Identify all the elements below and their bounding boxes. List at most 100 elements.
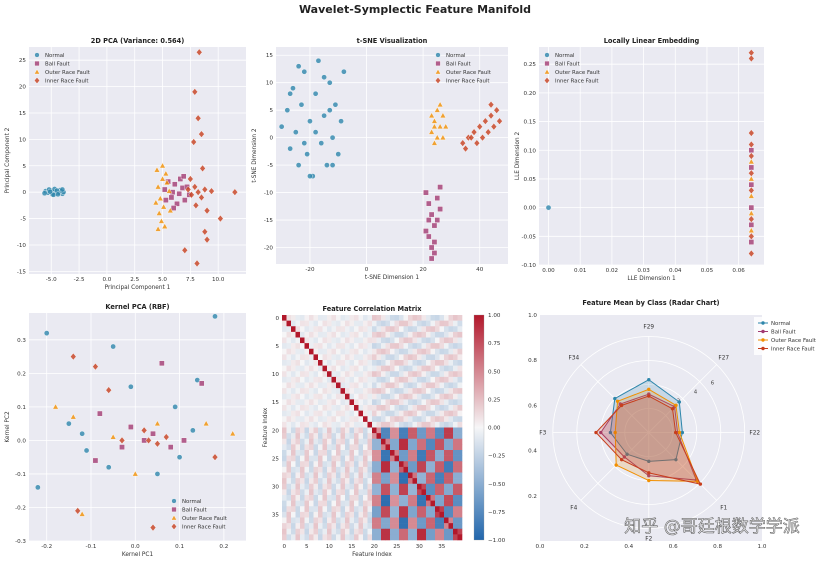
heatmap-cell — [282, 348, 287, 355]
data-point — [192, 201, 200, 210]
heatmap-cell — [381, 450, 386, 456]
heatmap-cell — [435, 382, 440, 389]
radar-axis-label: F29 — [643, 325, 654, 331]
heatmap-cell — [444, 455, 449, 462]
heatmap-cell — [349, 376, 355, 383]
heatmap-cell — [354, 438, 359, 445]
heatmap-cell — [448, 360, 454, 366]
heatmap-cell — [399, 506, 404, 513]
heatmap-cell — [286, 343, 292, 350]
heatmap-cell — [444, 354, 449, 361]
heatmap-cell — [448, 320, 454, 327]
heatmap-cell — [430, 410, 436, 417]
heatmap-cell — [381, 331, 386, 338]
heatmap-cell — [417, 365, 422, 372]
radar-vertex — [674, 403, 678, 408]
x-tick-label: 0.00 — [542, 268, 555, 274]
heatmap-cell — [282, 365, 287, 372]
heatmap-cell — [421, 528, 427, 535]
heatmap-cell — [435, 365, 440, 372]
colorbar-tick-label: 0.75 — [488, 341, 501, 347]
heatmap-cell — [426, 495, 431, 501]
heatmap-cell — [457, 376, 463, 383]
heatmap-cell — [345, 382, 350, 389]
heatmap-cell — [381, 393, 386, 400]
heatmap-cell — [322, 410, 328, 417]
heatmap-cell — [331, 455, 337, 462]
heatmap-cell — [313, 376, 319, 383]
heatmap-cell — [448, 376, 454, 383]
heatmap-cell — [367, 427, 373, 434]
data-point — [97, 410, 103, 417]
heatmap-cell — [385, 376, 391, 383]
heatmap-cell — [426, 320, 431, 327]
heatmap-cell — [309, 410, 314, 417]
heatmap-cell — [372, 461, 377, 468]
heatmap-cell — [394, 478, 400, 485]
heatmap-cell — [381, 315, 386, 321]
heatmap-cell — [412, 315, 418, 321]
heatmap-cell — [358, 337, 364, 344]
heatmap-cell — [457, 320, 463, 327]
heatmap-cell — [385, 337, 391, 344]
heatmap-cell — [340, 478, 346, 485]
data-point — [145, 436, 152, 445]
heatmap-cell — [367, 450, 373, 456]
heatmap-cell — [399, 393, 404, 400]
heatmap-cell — [385, 365, 391, 372]
heatmap-cell — [390, 416, 395, 423]
heatmap-cell — [421, 376, 427, 383]
heatmap-cell — [340, 405, 346, 411]
heatmap-cell — [403, 489, 409, 496]
heatmap-cell — [439, 326, 445, 333]
data-point — [321, 112, 327, 119]
heatmap-cell — [448, 388, 454, 395]
heatmap-cell — [394, 315, 400, 321]
heatmap-cell — [340, 421, 346, 428]
heatmap-cell — [358, 466, 364, 473]
heatmap-cell — [363, 433, 368, 440]
heatmap-cell — [412, 489, 418, 496]
data-point — [312, 90, 319, 97]
heatmap-cell — [358, 511, 364, 518]
y-tick-label: 0.6 — [528, 403, 537, 409]
heatmap-cell — [304, 315, 310, 321]
data-point — [203, 206, 211, 215]
y-axis-label: Principal Component 2 — [5, 127, 11, 193]
heatmap-cell — [363, 405, 368, 411]
heatmap-cell — [286, 421, 292, 428]
heatmap-cell — [444, 371, 449, 378]
heatmap-cell — [430, 495, 436, 501]
heatmap-cell — [372, 348, 377, 355]
heatmap-cell — [300, 511, 305, 518]
data-point — [290, 85, 296, 92]
heatmap-cell — [448, 461, 454, 468]
heatmap-cell — [358, 455, 364, 462]
heatmap-cell — [376, 528, 382, 535]
panel-title: Feature Correlation Matrix — [323, 305, 423, 313]
x-tick-label: 0.02 — [606, 268, 618, 274]
heatmap-cell — [282, 472, 287, 479]
heatmap-cell — [408, 376, 413, 383]
heatmap-cell — [300, 393, 305, 400]
heatmap-cell — [457, 427, 463, 434]
heatmap-cell — [304, 371, 310, 378]
heatmap-cell — [439, 348, 445, 355]
heatmap-cell — [336, 523, 341, 530]
heatmap-cell — [358, 528, 364, 535]
legend-marker — [544, 68, 550, 75]
heatmap-cell — [327, 450, 332, 456]
heatmap-cell — [358, 326, 364, 333]
data-point — [198, 380, 205, 387]
heatmap-cell — [345, 405, 350, 411]
heatmap-cell — [426, 399, 431, 406]
heatmap-cell — [426, 450, 431, 456]
heatmap-cell — [331, 523, 337, 530]
data-point — [119, 444, 125, 450]
heatmap-cell — [367, 472, 373, 479]
heatmap-cell — [417, 348, 422, 355]
y-tick-label: 0.8 — [528, 358, 537, 364]
heatmap-cell — [354, 506, 359, 513]
heatmap-cell — [439, 511, 445, 518]
heatmap-cell — [372, 528, 377, 535]
